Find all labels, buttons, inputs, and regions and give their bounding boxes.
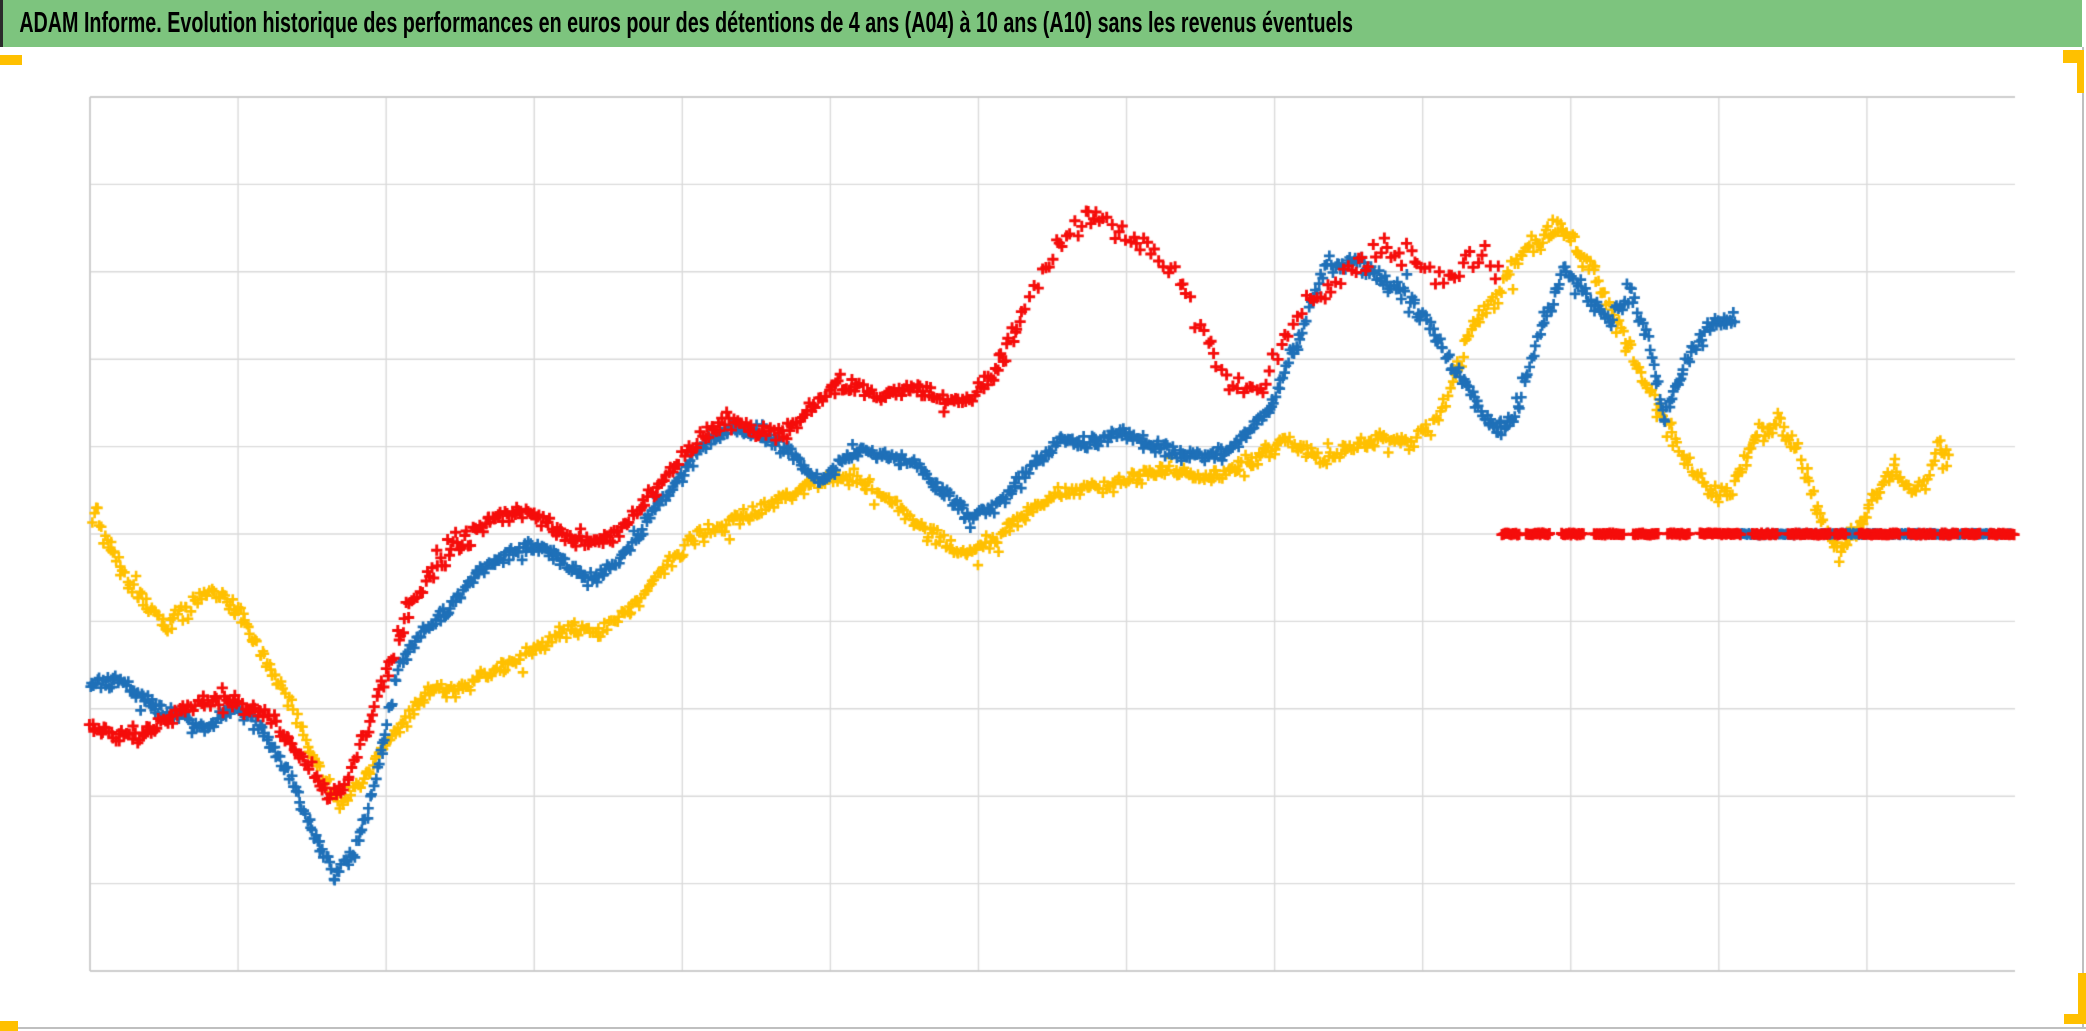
yellow-accent-bottom-left xyxy=(0,1021,18,1031)
yellow-accent-top-left xyxy=(0,55,22,65)
yellow-accent-bottom-right-foot xyxy=(2064,1014,2086,1024)
yellow-accent-top-right-side xyxy=(2077,50,2084,93)
yellow-accent-bottom-right xyxy=(2078,973,2086,1024)
